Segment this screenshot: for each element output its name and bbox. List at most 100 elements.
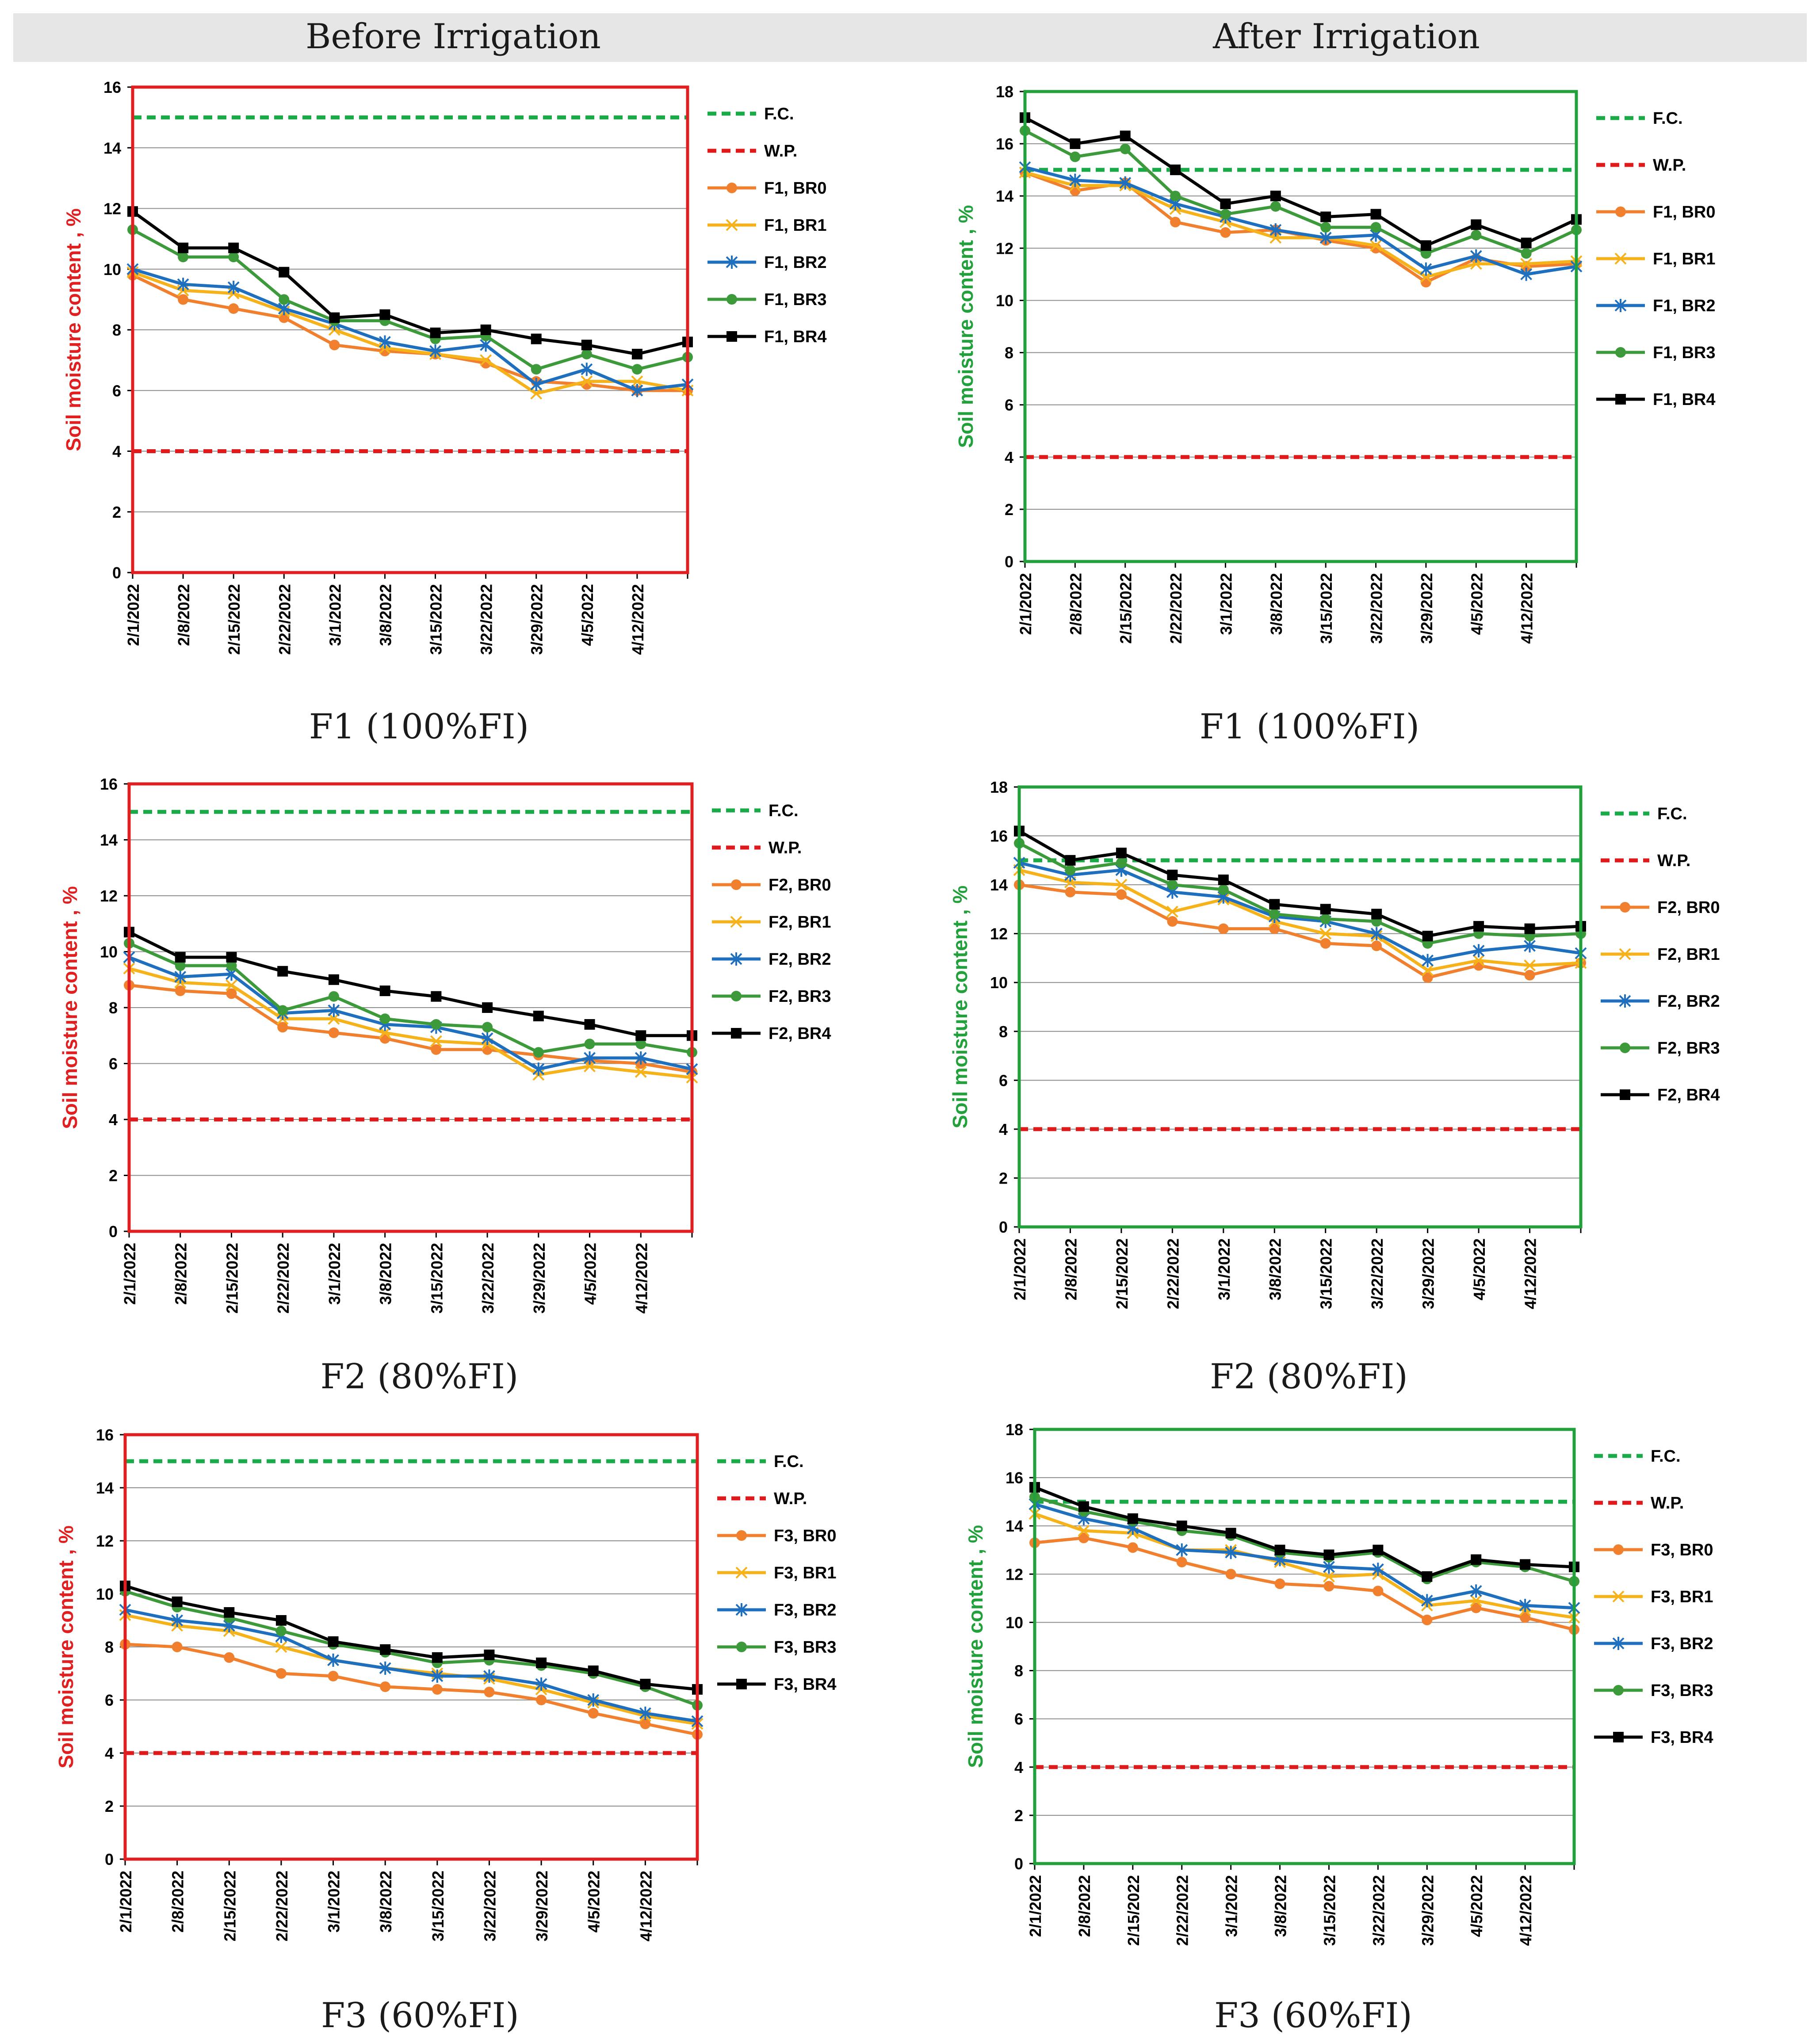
data-point-br3 (379, 1013, 390, 1024)
y-tick-label: 8 (109, 999, 118, 1017)
legend-label: F1, BR3 (1653, 344, 1715, 362)
y-tick-label: 10 (996, 291, 1013, 309)
legend-label: F3, BR0 (1651, 1541, 1713, 1559)
chart-caption: F2 (80%FI) (321, 1357, 519, 1397)
y-tick-label: 8 (105, 1638, 114, 1656)
y-tick-label: 6 (105, 1691, 114, 1709)
x-tick-label: 4/12/2022 (632, 1243, 650, 1314)
data-point-br3 (279, 294, 290, 305)
series-line-br3 (124, 1589, 698, 1707)
data-point-br1 (1520, 258, 1533, 270)
chart-caption: F3 (60%FI) (1214, 1996, 1412, 2036)
y-axis-label: Soil moisture content , % (954, 205, 977, 448)
data-point-br4 (432, 1652, 443, 1663)
chart-caption: F1 (100%FI) (1200, 707, 1419, 747)
chart-6: 0 2 4 6 8 10 12 14 16 18 2/1/2022 2/8/2022 2/15/2022… (964, 1421, 1713, 2036)
data-point-br0 (1323, 1581, 1334, 1592)
legend-label: F3, BR1 (774, 1564, 836, 1582)
legend-marker (731, 991, 742, 1001)
data-point-br4 (329, 312, 340, 323)
x-tick-label: 2/15/2022 (1117, 573, 1135, 644)
data-point-br1 (1524, 959, 1536, 971)
data-point-br3 (531, 364, 542, 375)
legend-marker (1612, 1637, 1625, 1650)
data-point-br3 (1270, 201, 1281, 212)
y-tick-label: 14 (103, 139, 121, 157)
data-point-br3 (226, 960, 237, 971)
x-tick-label: 3/8/2022 (1266, 1238, 1284, 1300)
series-line-br0 (1019, 883, 1581, 979)
legend-label: F.C. (1651, 1447, 1681, 1466)
data-point-br4 (1225, 1528, 1236, 1539)
legend-label: F2, BR3 (1657, 1039, 1720, 1058)
data-point-br4 (1521, 237, 1532, 248)
data-point-br2 (327, 1654, 339, 1667)
data-point-br2 (1319, 231, 1332, 244)
legend-marker (1613, 1685, 1624, 1696)
data-point-br4 (1270, 191, 1281, 202)
y-tick-label: 12 (996, 239, 1013, 257)
series-line-br1 (1025, 171, 1577, 279)
y-tick-label: 8 (112, 321, 121, 339)
data-point-br4 (175, 952, 186, 963)
y-tick-label: 14 (990, 876, 1008, 894)
data-point-br4 (1320, 211, 1331, 222)
y-tick-label: 6 (112, 382, 121, 400)
x-tick-label: 3/22/2022 (479, 1243, 497, 1314)
series-line-br4 (1024, 116, 1577, 247)
x-tick-label: 3/1/2022 (325, 1871, 343, 1933)
data-point-br4 (531, 333, 542, 344)
data-point-br1 (226, 979, 237, 991)
chart-4: 0 2 4 6 8 10 12 14 16 18 2/1/2022 2/8/2022 2/15/2022… (948, 778, 1720, 1397)
x-tick-label: 3/29/2022 (533, 1871, 551, 1941)
series-line-br0 (1024, 171, 1577, 284)
data-point-br4 (1274, 1544, 1285, 1555)
data-point-br2 (1176, 1543, 1188, 1557)
y-tick-label: 6 (1005, 396, 1013, 414)
chart-caption: F3 (60%FI) (321, 1996, 519, 2036)
data-point-br2 (587, 1693, 600, 1707)
y-tick-label: 12 (100, 887, 118, 905)
data-point-br2 (1524, 939, 1536, 953)
legend-label: W.P. (1651, 1494, 1684, 1513)
data-point-br4 (277, 966, 288, 977)
data-point-br3 (581, 348, 592, 359)
y-tick-label: 12 (990, 925, 1008, 943)
series-line-br4 (1018, 829, 1581, 938)
data-point-br2 (635, 1051, 647, 1065)
data-point-br3 (1220, 209, 1231, 220)
legend-marker (736, 1679, 747, 1689)
legend-marker (1619, 948, 1631, 960)
x-tick-label: 3/1/2022 (325, 1243, 344, 1305)
data-point-br0 (1422, 972, 1433, 983)
x-tick-label: 4/5/2022 (585, 1871, 603, 1933)
data-point-br2 (1370, 927, 1383, 940)
data-point-br0 (172, 1642, 183, 1652)
legend-marker (735, 1566, 748, 1579)
x-tick-label: 3/29/2022 (1419, 1875, 1437, 1946)
data-point-br0 (1218, 923, 1229, 934)
data-point-br3 (631, 364, 642, 375)
data-point-br0 (432, 1684, 443, 1695)
data-point-br4 (380, 1644, 391, 1655)
legend-marker (731, 879, 742, 890)
data-point-br4 (178, 242, 189, 253)
data-point-br4 (1065, 855, 1076, 866)
data-point-br4 (1520, 1559, 1531, 1570)
data-point-br4 (1371, 909, 1382, 920)
data-point-br0 (1176, 1557, 1187, 1568)
x-tick-label: 3/8/2022 (377, 1871, 395, 1933)
data-point-br0 (1269, 923, 1280, 934)
legend-label: F2, BR1 (769, 913, 831, 932)
x-tick-label: 2/22/2022 (1174, 1875, 1192, 1946)
legend-marker (735, 1603, 748, 1616)
x-tick-label: 2/1/2022 (117, 1871, 135, 1933)
legend-label: F3, BR2 (774, 1601, 836, 1620)
series-line-br1 (1019, 868, 1581, 972)
data-point-br1 (631, 375, 643, 388)
y-axis-label: Soil moisture content , % (58, 886, 81, 1129)
x-tick-label: 3/15/2022 (428, 1243, 446, 1314)
legend-label: F1, BR2 (764, 253, 826, 272)
data-point-br2 (1225, 1546, 1237, 1559)
data-point-br2 (227, 280, 240, 294)
